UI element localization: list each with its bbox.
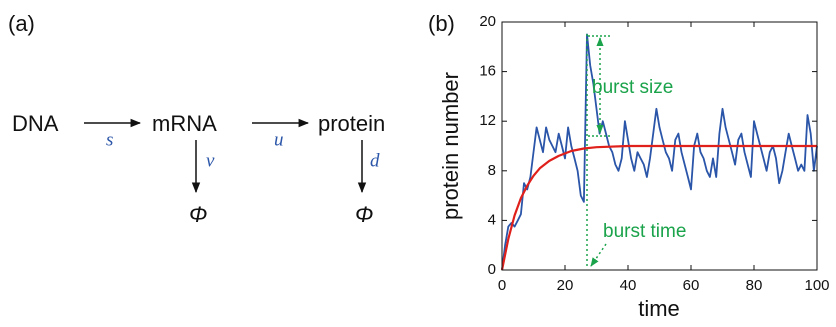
x-axis-label: time <box>638 296 680 321</box>
rate-label: u <box>274 129 284 150</box>
y-tick-label: 16 <box>479 63 496 80</box>
annotation: burst size <box>592 77 673 98</box>
y-tick-label: 0 <box>488 261 496 278</box>
node: protein <box>318 111 385 136</box>
annotation: burst time <box>603 221 686 242</box>
y-axis-label: protein number <box>438 72 463 220</box>
plot-frame <box>501 21 818 271</box>
x-tick-label: 100 <box>804 277 829 294</box>
y-tick-label: 12 <box>479 112 496 129</box>
x-tick-label: 60 <box>683 277 700 294</box>
panel-label: (a) <box>8 11 35 36</box>
x-tick-label: 20 <box>557 277 574 294</box>
y-tick-label: 8 <box>488 162 496 179</box>
panel-a: (a) DNA mRNA protein Φ Φ s u v d <box>8 11 385 227</box>
annotations: burst size burst time <box>586 34 686 268</box>
x-tick-label: 80 <box>746 277 763 294</box>
burst-time-arrow <box>590 243 607 267</box>
node: mRNA <box>152 111 217 136</box>
series-line <box>501 33 818 271</box>
panel-label: (b) <box>428 11 455 36</box>
node: Φ <box>189 202 207 227</box>
y-tick-label: 4 <box>488 211 496 228</box>
node: Φ <box>355 202 373 227</box>
panel-b: (b) time protein number 0 20 40 60 80 100 0 4 8 1… <box>428 11 830 321</box>
node: DNA <box>12 111 59 136</box>
rate-label: s <box>106 129 113 150</box>
rate-label: v <box>206 150 215 171</box>
y-tick-label: 20 <box>479 13 496 30</box>
rate-label: d <box>370 150 380 171</box>
series-line <box>500 144 817 271</box>
x-tick-label: 40 <box>620 277 637 294</box>
x-tick-label: 0 <box>498 277 506 294</box>
